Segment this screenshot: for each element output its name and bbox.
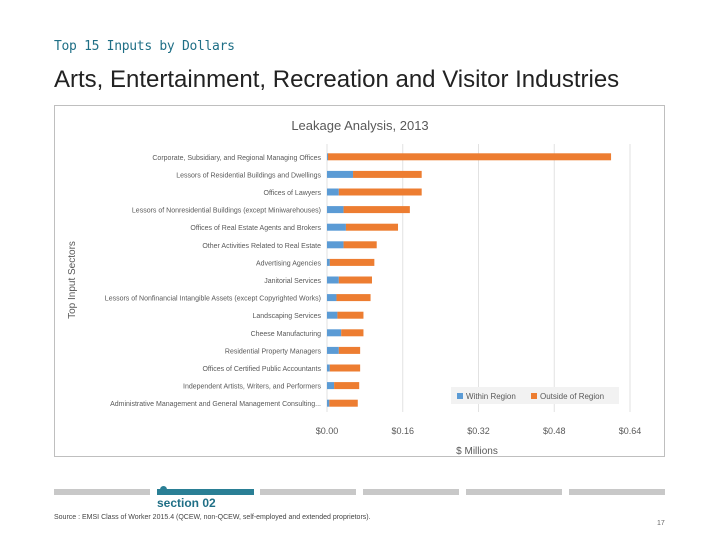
section-label: section 02 (157, 496, 216, 510)
y-tick-label: Corporate, Subsidiary, and Regional Mana… (152, 155, 321, 162)
bar-segment (327, 223, 346, 231)
bar-segment (327, 153, 612, 161)
source-note: Source : EMSI Class of Worker 2015.4 (QC… (54, 514, 371, 521)
legend-label: Within Region (466, 392, 516, 401)
progress-segment-5 (466, 489, 562, 495)
y-tick-label: Residential Property Managers (225, 348, 322, 355)
bar-segment (327, 346, 339, 354)
progress-segment-2 (157, 489, 254, 495)
legend-swatch (531, 393, 537, 399)
bar-segment (343, 241, 377, 249)
bar-segment (341, 329, 364, 337)
bar-segment (327, 258, 330, 266)
bar-segment (327, 382, 335, 390)
progress-segment-6 (569, 489, 665, 495)
y-tick-label: Independent Artists, Writers, and Perfor… (183, 384, 321, 391)
progress-marker (160, 486, 167, 493)
leakage-bar-chart: Leakage Analysis, 2013 $0.00 $0.16 $0.32 $0.… (67, 118, 642, 457)
bar-segment (334, 382, 360, 390)
bar-segment (327, 188, 339, 196)
bar-segment (345, 223, 399, 231)
bar-segment (336, 294, 371, 302)
legend-swatch (457, 393, 463, 399)
bar-segment (327, 294, 337, 302)
y-tick-label: Other Activities Related to Real Estate (202, 243, 321, 250)
slide-title: Arts, Entertainment, Recreation and Visi… (54, 66, 620, 93)
bar-segment (353, 170, 422, 178)
bar-segment (329, 364, 361, 372)
y-tick-label: Janitorial Services (264, 278, 321, 285)
y-tick-label: Administrative Management and General Ma… (110, 401, 321, 408)
x-tick-label: $0.00 (316, 426, 339, 436)
x-tick-label: $0.48 (543, 426, 566, 436)
bar-segment (327, 153, 328, 161)
y-tick-label: Offices of Real Estate Agents and Broker… (190, 225, 321, 232)
bar-segment (329, 399, 358, 407)
x-tick-label: $0.16 (391, 426, 414, 436)
y-tick-label: Advertising Agencies (256, 260, 321, 267)
bar-segment (327, 399, 330, 407)
bar-segment (327, 170, 354, 178)
y-tick-label: Cheese Manufacturing (251, 331, 322, 338)
chart-container: Leakage Analysis, 2013 $0.00 $0.16 $0.32 $0.… (54, 105, 665, 457)
chart-title: Leakage Analysis, 2013 (291, 118, 428, 133)
x-tick-label: $0.64 (619, 426, 642, 436)
y-tick-label: Offices of Certified Public Accountants (202, 366, 321, 373)
x-tick-label: $0.32 (467, 426, 490, 436)
y-tick-label: Landscaping Services (253, 313, 322, 320)
bar-segment (327, 364, 330, 372)
page-number: 17 (657, 520, 665, 527)
y-tick-label: Lessors of Nonfinancial Intangible Asset… (105, 296, 321, 303)
bar-segment (338, 346, 361, 354)
bar-segment (327, 329, 342, 337)
y-tick-label: Lessors of Residential Buildings and Dwe… (176, 172, 321, 179)
legend-label: Outside of Region (540, 392, 604, 401)
bar-segment (338, 276, 372, 284)
progress-segment-3 (260, 489, 356, 495)
bar-segment (338, 188, 422, 196)
bar-segment (327, 311, 338, 319)
y-tick-label: Lessors of Nonresidential Buildings (exc… (132, 208, 321, 215)
slide-kicker: Top 15 Inputs by Dollars (54, 39, 235, 54)
bar-segment (343, 206, 410, 214)
bar-segment (337, 311, 364, 319)
y-axis-label: Top Input Sectors (67, 241, 78, 319)
x-axis-label: $ Millions (456, 446, 498, 457)
y-tick-label: Offices of Lawyers (264, 190, 322, 197)
bar-segment (327, 276, 339, 284)
bar-segment (329, 258, 375, 266)
bar-segment (327, 206, 344, 214)
progress-segment-4 (363, 489, 459, 495)
progress-segment-1 (54, 489, 150, 495)
bar-segment (327, 241, 344, 249)
